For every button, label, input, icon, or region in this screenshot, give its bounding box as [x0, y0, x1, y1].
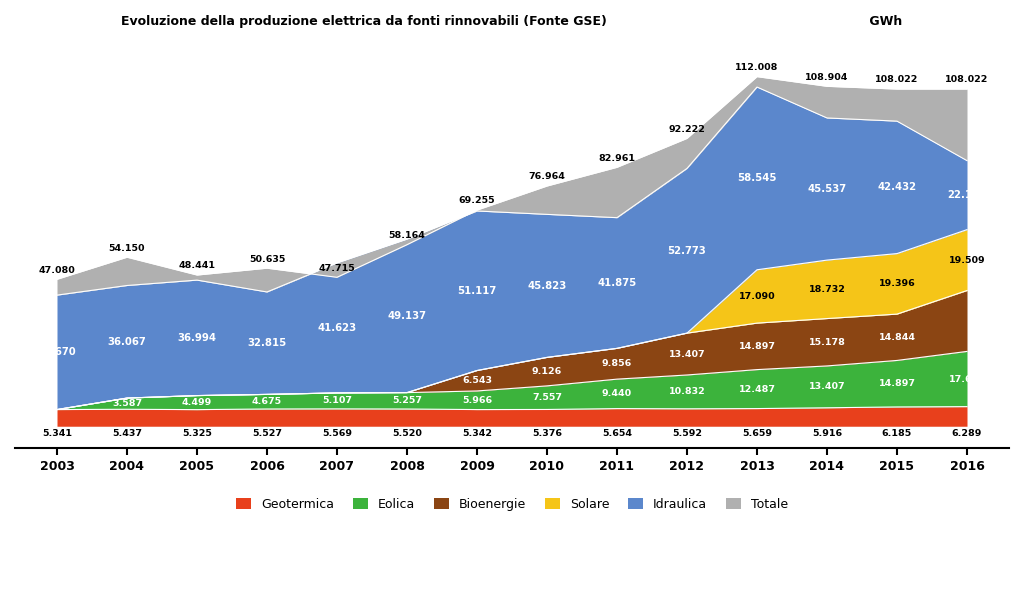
Text: 5.437: 5.437	[112, 429, 142, 438]
Text: 92.222: 92.222	[669, 125, 706, 134]
Text: 12.487: 12.487	[738, 385, 775, 394]
Text: 14.897: 14.897	[738, 342, 775, 351]
Text: 5.342: 5.342	[462, 429, 492, 438]
Text: 47.080: 47.080	[39, 266, 76, 275]
Text: 19.396: 19.396	[879, 280, 915, 289]
Text: 76.964: 76.964	[528, 172, 565, 181]
Text: 58.164: 58.164	[388, 231, 425, 240]
Legend: Geotermica, Eolica, Bioenergie, Solare, Idraulica, Totale: Geotermica, Eolica, Bioenergie, Solare, …	[231, 493, 793, 516]
Text: 5.966: 5.966	[462, 396, 493, 405]
Text: 5.325: 5.325	[182, 429, 212, 438]
Text: 17.689: 17.689	[948, 374, 985, 383]
Text: 5.527: 5.527	[252, 429, 282, 438]
Text: 41.875: 41.875	[597, 278, 637, 288]
Text: 14.897: 14.897	[879, 379, 915, 388]
Text: 36.994: 36.994	[177, 333, 216, 343]
Text: 36.670: 36.670	[38, 347, 77, 358]
Text: 5.341: 5.341	[42, 429, 72, 438]
Text: 5.376: 5.376	[532, 429, 562, 438]
Text: 52.773: 52.773	[668, 246, 707, 256]
Text: 5.107: 5.107	[322, 397, 352, 406]
Text: 6.543: 6.543	[462, 376, 492, 385]
Text: 6.289: 6.289	[952, 429, 982, 438]
Text: 5.916: 5.916	[812, 429, 842, 438]
Text: 51.117: 51.117	[458, 286, 497, 296]
Text: 48.441: 48.441	[178, 262, 215, 271]
Text: 15.178: 15.178	[809, 338, 846, 347]
Text: 5.569: 5.569	[322, 429, 352, 438]
Text: 13.407: 13.407	[669, 350, 706, 359]
Text: 108.022: 108.022	[945, 76, 989, 85]
Text: 17.090: 17.090	[738, 292, 775, 301]
Text: 45.537: 45.537	[808, 184, 847, 194]
Text: 5.592: 5.592	[672, 429, 702, 438]
Text: 58.545: 58.545	[737, 173, 777, 184]
Text: 3.587: 3.587	[112, 399, 142, 408]
Text: 13.407: 13.407	[809, 382, 846, 391]
Text: 41.623: 41.623	[317, 323, 356, 333]
Text: 50.635: 50.635	[249, 254, 286, 263]
Text: 9.440: 9.440	[602, 389, 632, 398]
Text: 19.509: 19.509	[948, 256, 985, 265]
Text: 42.432: 42.432	[878, 182, 916, 193]
Text: 4.675: 4.675	[252, 397, 282, 406]
Text: 5.659: 5.659	[742, 429, 772, 438]
Text: 14.844: 14.844	[879, 333, 915, 342]
Text: 108.022: 108.022	[876, 76, 919, 85]
Text: 5.257: 5.257	[392, 397, 422, 406]
Text: 49.137: 49.137	[387, 311, 427, 321]
Text: 69.255: 69.255	[459, 196, 496, 205]
Text: 5.654: 5.654	[602, 429, 632, 438]
Text: 54.150: 54.150	[109, 244, 145, 253]
Text: 22.104: 22.104	[947, 190, 986, 200]
Text: 10.832: 10.832	[669, 388, 706, 397]
Text: 36.067: 36.067	[108, 337, 146, 347]
Text: 18.732: 18.732	[809, 285, 846, 294]
Text: 108.904: 108.904	[805, 73, 849, 82]
Text: 82.961: 82.961	[598, 154, 636, 163]
Text: 4.499: 4.499	[182, 398, 212, 407]
Text: 7.557: 7.557	[532, 393, 562, 402]
Text: 9.856: 9.856	[602, 359, 632, 368]
Text: 112.008: 112.008	[735, 63, 778, 72]
Title: Evoluzione della produzione elettrica da fonti rinnovabili (Fonte GSE)          : Evoluzione della produzione elettrica da…	[122, 15, 902, 28]
Text: 32.815: 32.815	[248, 338, 287, 348]
Text: 9.126: 9.126	[531, 367, 562, 376]
Text: 5.520: 5.520	[392, 429, 422, 438]
Text: 6.185: 6.185	[882, 429, 912, 438]
Text: 45.823: 45.823	[527, 281, 566, 291]
Text: 47.715: 47.715	[318, 263, 355, 272]
